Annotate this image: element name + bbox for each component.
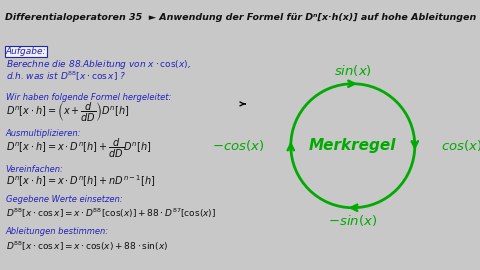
- Text: $D^{88}\left[x \cdot \cos x\right] = x \cdot \cos(x) + 88 \cdot \sin(x)$: $D^{88}\left[x \cdot \cos x\right] = x \…: [6, 239, 168, 253]
- Text: Merkregel: Merkregel: [309, 138, 396, 153]
- Text: Ableitungen bestimmen:: Ableitungen bestimmen:: [6, 227, 109, 236]
- Text: $sin(x)$: $sin(x)$: [334, 63, 372, 78]
- Text: Vereinfachen:: Vereinfachen:: [6, 165, 64, 174]
- Text: $D^n\left[x \cdot h\right] = x \cdot D^n\left[h\right] + nD^{n-1}\left[h\right]$: $D^n\left[x \cdot h\right] = x \cdot D^n…: [6, 174, 155, 189]
- Text: Ausmultiplizieren:: Ausmultiplizieren:: [6, 129, 81, 138]
- Text: Berechne die 88.Ableitung von $x \cdot\cos(x)$,: Berechne die 88.Ableitung von $x \cdot\c…: [6, 59, 191, 72]
- Text: $-cos(x)$: $-cos(x)$: [212, 138, 264, 153]
- Text: d.h. was ist $D^{88}\left[x \cdot \cos x\right]$ ?: d.h. was ist $D^{88}\left[x \cdot \cos x…: [6, 70, 126, 83]
- Text: Gegebene Werte einsetzen:: Gegebene Werte einsetzen:: [6, 195, 122, 204]
- Text: Differentialoperatoren 35  ► Anwendung der Formel für Dⁿ[x·h(x)] auf hohe Ableit: Differentialoperatoren 35 ► Anwendung de…: [5, 13, 476, 22]
- Text: Wir haben folgende Formel hergeleitet:: Wir haben folgende Formel hergeleitet:: [6, 93, 171, 102]
- Text: $-sin(x)$: $-sin(x)$: [328, 213, 377, 228]
- Text: $D^{88}\left[x \cdot \cos x\right] = x \cdot D^{88}\left[\cos(x)\right] + 88 \cd: $D^{88}\left[x \cdot \cos x\right] = x \…: [6, 207, 216, 220]
- Text: $D^n\left[x \cdot h\right] = x \cdot D^n\left[h\right] + \dfrac{d}{dD}D^n\left[h: $D^n\left[x \cdot h\right] = x \cdot D^n…: [6, 137, 151, 160]
- Text: Aufgabe:: Aufgabe:: [6, 47, 46, 56]
- Text: $D^n\left[x \cdot h\right] = \left(x + \dfrac{d}{dD}\right)D^n\left[h\right]$: $D^n\left[x \cdot h\right] = \left(x + \…: [6, 101, 129, 124]
- Text: $cos(x)$: $cos(x)$: [441, 138, 480, 153]
